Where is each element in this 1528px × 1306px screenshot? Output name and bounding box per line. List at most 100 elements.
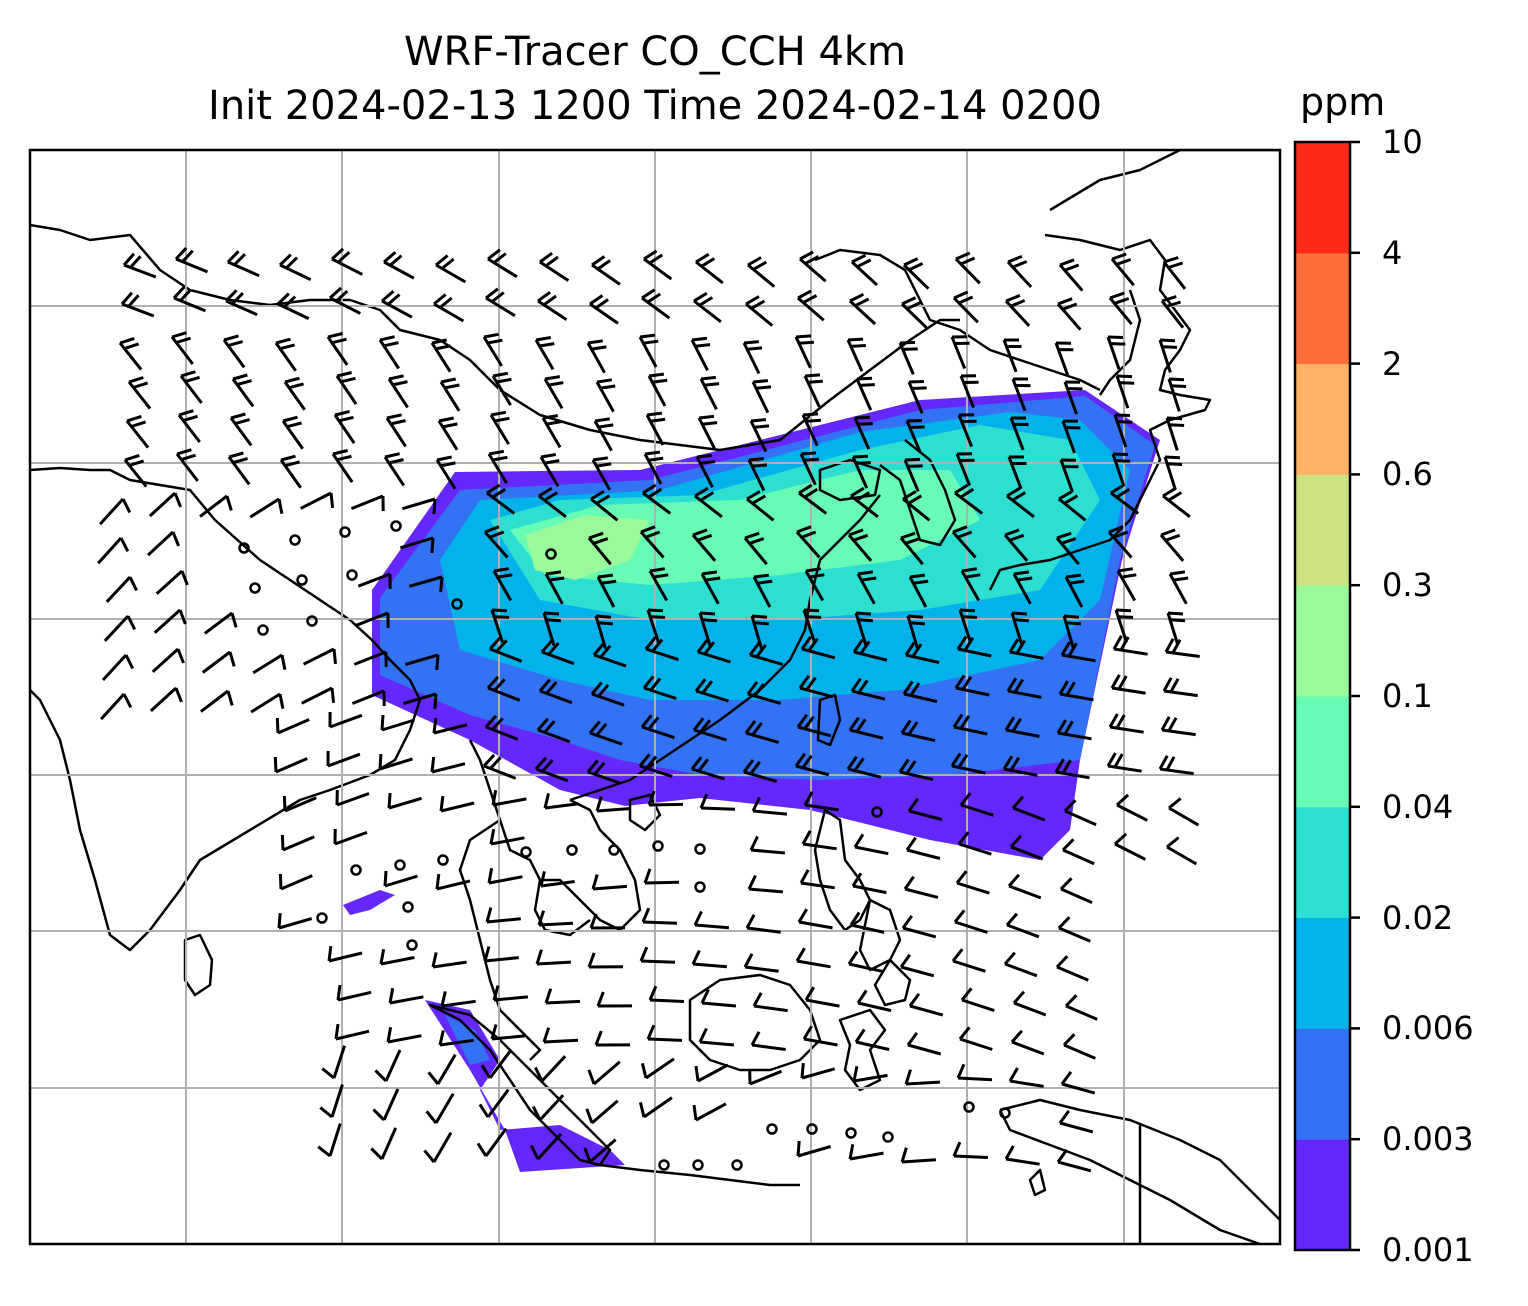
wind-barb [435,263,467,284]
wind-barb-flag [597,683,610,698]
plume-level-6 [525,515,650,580]
wind-barb-flag [438,416,454,423]
wind-barb [1166,612,1180,646]
wind-barb [284,796,317,813]
wind-barb-flag [700,257,716,268]
wind-barb-flag [699,793,709,809]
wind-barb-flag [374,1069,388,1083]
wind-barb-flag [700,988,710,1004]
wind-barb-flag [180,570,189,586]
wind-barb-flag [951,948,964,962]
wind-barb-flag [1165,533,1181,542]
wind-barb [384,1049,402,1082]
wind-barb [900,302,928,329]
wind-barb-flag [856,989,868,1004]
wind-barb [1055,537,1080,566]
wind-barb-flag [278,693,285,709]
wind-barb-flag [537,910,546,926]
wind-barb-flag [1010,1029,1024,1043]
wind-barb [804,803,839,812]
wind-barb [907,381,924,414]
wind-barb-flag [379,948,386,965]
wind-barb-flag [487,867,494,884]
calm-wind-circle [437,854,449,866]
wind-barb [149,686,178,713]
wind-barb-flag [383,870,388,887]
wind-barb-flag [284,376,300,384]
wind-barb-flag [1062,302,1078,311]
wind-barb-flag [794,752,807,767]
wind-barb-flag [1063,720,1074,735]
wind-barb-flag [1061,759,1072,774]
wind-barb [852,884,887,895]
wind-barb [199,689,229,713]
wind-barb-flag [857,570,874,576]
wind-barb [490,609,504,643]
wind-barb [747,459,766,492]
wind-barb-flag [962,615,978,619]
wind-barb-flag [1064,263,1080,272]
wind-barb-flag [545,681,558,695]
wind-barb-flag [803,457,820,462]
wind-barb [906,615,919,650]
wind-barb [1160,300,1185,329]
wind-barb-flag [745,914,756,929]
wind-barb [484,956,519,963]
wind-barb-flag [230,612,238,628]
wind-barb-flag [540,453,557,459]
wind-barb-flag [592,456,609,462]
wind-barb-flag [431,338,447,345]
wind-barb-flag [641,907,651,923]
wind-barb [955,686,990,697]
wind-barb-flag [122,693,133,709]
wind-barb [901,731,936,743]
wind-barb [592,884,628,891]
wind-barb-flag [490,1024,498,1040]
wind-barb-flag [705,576,721,582]
wind-barb [537,299,568,321]
wind-barb-flag [1010,299,1026,308]
wind-barb [301,686,333,705]
wind-barb-flag [757,579,773,585]
wind-barb-flag [338,415,354,423]
wind-barb [742,342,761,375]
wind-barb-flag [585,1108,594,1124]
wind-barb-flag [275,717,280,734]
wind-barb-flag [644,636,657,650]
wind-barb-flag [753,683,765,697]
wind-barb-flag [1063,614,1080,619]
wind-barb-flag [1004,716,1016,731]
wind-barb-flag [652,378,668,384]
wind-barb [381,718,415,732]
wind-barb-flag [796,713,809,728]
wind-barb [441,999,476,1008]
wind-barb-flag [749,537,765,545]
wind-barb-flag [647,790,656,806]
wind-barb-flag [806,615,822,619]
wind-barb-flag [1005,912,1019,926]
wind-barb-flag [1003,951,1016,965]
wind-barb [328,951,363,963]
wind-barb-flag [337,250,351,264]
wind-barb [99,692,126,721]
wind-barb [639,764,673,779]
wind-barb-flag [750,299,766,310]
wind-barb [699,1040,735,1047]
wind-barb-flag [701,680,714,695]
wind-barb-flag [903,875,915,890]
wind-barb-flag [484,525,500,534]
wind-barb-flag [490,410,507,417]
wind-barb-flag [599,644,612,659]
wind-barb-flag [232,457,249,465]
colorbar-tick-label: 0.04 [1382,787,1454,826]
wind-barb-flag [900,531,916,540]
wind-barb-flag [1167,611,1184,616]
wind-barb-flag [1060,1071,1073,1085]
wind-barb-flag [906,301,922,311]
wind-barb-flag [128,376,144,384]
wind-barb [1106,336,1121,370]
wind-barb-flag [543,611,560,616]
wind-barb [1165,650,1200,658]
wind-barb-flag [694,486,709,498]
wind-barb [175,257,209,274]
